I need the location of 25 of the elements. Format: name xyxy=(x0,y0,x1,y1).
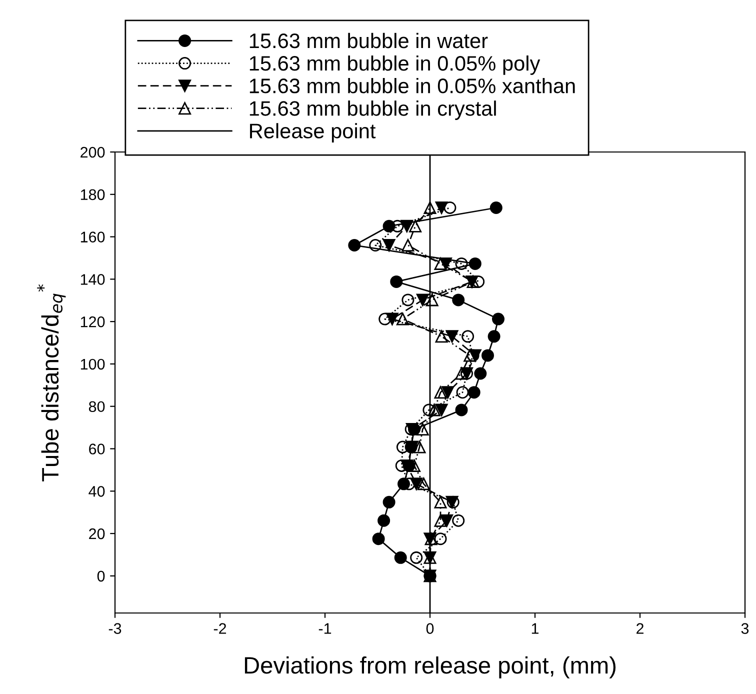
legend-label: 15.63 mm bubble in water xyxy=(250,32,488,48)
legend-label: 15.63 mm bubble in crystal xyxy=(250,100,496,120)
x-tick-label: -1 xyxy=(318,623,332,634)
legend-label: 15.63 mm bubble in 0.05% poly xyxy=(250,55,540,75)
y-tick-label: 0 xyxy=(97,570,105,582)
y-tick-label: 40 xyxy=(88,486,105,497)
legend-label: Release point xyxy=(250,123,376,143)
y-tick-label: 60 xyxy=(89,444,105,454)
x-tick-label: -2 xyxy=(214,623,226,634)
x-axis-title: Deviations from release point, (mm) xyxy=(244,656,616,678)
y-tick-label: 100 xyxy=(80,358,105,370)
y-tick-label: 80 xyxy=(88,401,105,412)
x-tick-label: -3 xyxy=(108,623,122,634)
y-axis-title: Tube distance/d$_{eq}$$^{*}$ xyxy=(37,284,66,482)
y-tick-label: 200 xyxy=(80,146,105,158)
legend-label: 15.63 mm bubble in 0.05% xanthan xyxy=(250,78,575,94)
x-tick-label: 1 xyxy=(532,623,539,634)
y-tick-label: 120 xyxy=(80,316,105,328)
y-tick-label: 160 xyxy=(80,232,105,242)
y-tick-label: 140 xyxy=(80,274,105,285)
y-tick-label: 20 xyxy=(89,528,105,540)
x-tick-label: 0 xyxy=(426,623,434,634)
x-tick-label: 3 xyxy=(741,623,749,634)
x-tick-label: 2 xyxy=(636,623,644,634)
y-tick-label: 180 xyxy=(80,189,105,200)
